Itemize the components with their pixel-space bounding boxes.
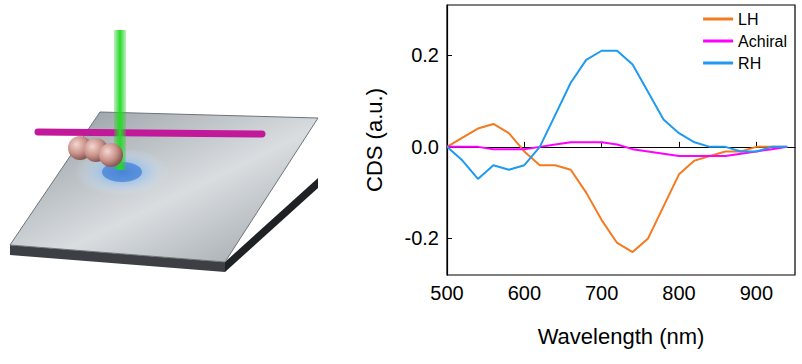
svg-text:0.2: 0.2 — [411, 44, 439, 66]
svg-text:900: 900 — [740, 282, 773, 304]
svg-text:RH: RH — [738, 55, 761, 72]
svg-text:700: 700 — [585, 282, 618, 304]
svg-text:Achiral: Achiral — [738, 33, 787, 50]
svg-text:Wavelength (nm): Wavelength (nm) — [538, 324, 705, 349]
svg-text:-0.2: -0.2 — [405, 227, 439, 249]
svg-text:500: 500 — [430, 282, 463, 304]
svg-text:LH: LH — [738, 11, 758, 28]
svg-text:CDS (a.u.): CDS (a.u.) — [362, 88, 387, 192]
svg-text:600: 600 — [508, 282, 541, 304]
svg-text:800: 800 — [662, 282, 695, 304]
svg-text:0.0: 0.0 — [411, 136, 439, 158]
